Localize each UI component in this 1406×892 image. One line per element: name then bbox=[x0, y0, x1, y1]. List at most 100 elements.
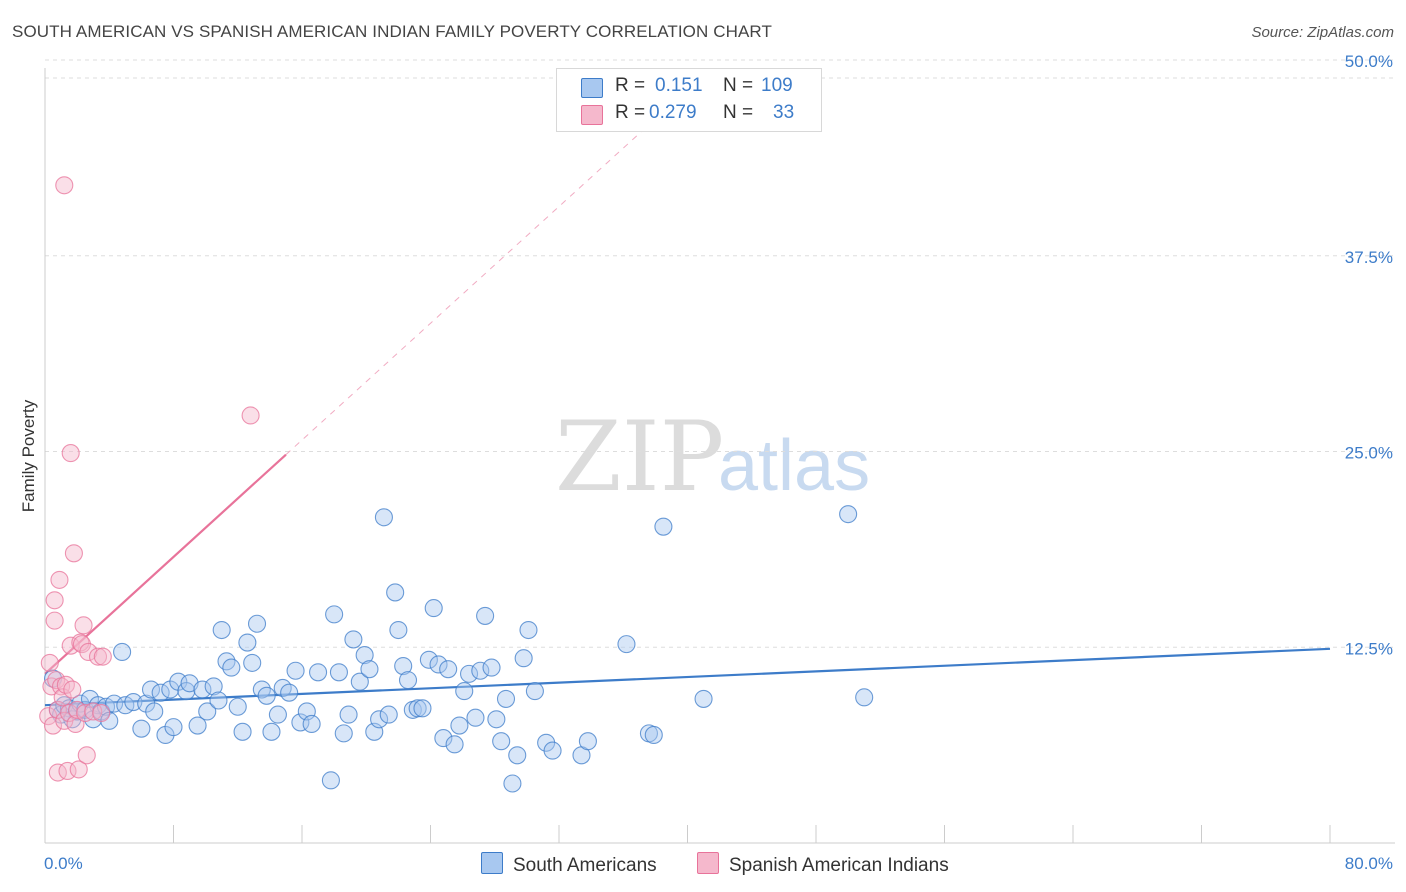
point-south-americans bbox=[132, 719, 151, 738]
point-south-americans bbox=[476, 606, 495, 625]
point-spanish-american-indians bbox=[74, 616, 93, 635]
x-tick-label-min: 0.0% bbox=[44, 854, 83, 873]
point-spanish-american-indians bbox=[61, 636, 80, 655]
point-south-americans bbox=[419, 650, 438, 669]
point-spanish-american-indians bbox=[55, 176, 74, 195]
y-tick-label: 25.0% bbox=[1345, 444, 1393, 463]
legend-n-value: 109 bbox=[761, 75, 793, 96]
legend-n-label: N = bbox=[723, 102, 754, 123]
bottom-legend-south-americans: South Americans bbox=[481, 852, 657, 877]
point-south-americans bbox=[217, 652, 236, 671]
stats-legend: R = 0.151 N = 109 R = 0.279 N = 33 bbox=[556, 68, 822, 132]
point-south-americans bbox=[222, 658, 241, 677]
point-south-americans bbox=[321, 771, 340, 790]
point-south-americans bbox=[471, 661, 490, 680]
point-south-americans bbox=[228, 697, 247, 716]
point-south-americans bbox=[408, 699, 427, 718]
point-south-americans bbox=[280, 683, 299, 702]
point-south-americans bbox=[370, 710, 389, 729]
legend-n-label: N = bbox=[723, 75, 754, 96]
trend-extension-spanish-american-indians bbox=[285, 89, 688, 456]
point-spanish-american-indians bbox=[50, 570, 69, 589]
point-south-americans bbox=[145, 702, 164, 721]
point-spanish-american-indians bbox=[63, 680, 82, 699]
point-spanish-american-indians bbox=[48, 763, 67, 782]
point-south-americans bbox=[329, 663, 348, 682]
point-south-americans bbox=[291, 713, 310, 732]
point-south-americans bbox=[350, 672, 369, 691]
point-south-americans bbox=[617, 635, 636, 654]
legend-r-label: R = bbox=[615, 102, 646, 123]
point-spanish-american-indians bbox=[58, 761, 77, 781]
point-south-americans bbox=[398, 671, 418, 690]
point-south-americans bbox=[302, 714, 321, 734]
point-south-americans bbox=[374, 508, 393, 527]
bottom-legend-swatch-spanish bbox=[697, 852, 719, 874]
point-south-americans bbox=[839, 505, 858, 524]
point-south-americans bbox=[482, 658, 501, 677]
point-south-americans bbox=[487, 710, 506, 729]
point-south-americans bbox=[394, 656, 413, 676]
bottom-legend-spanish-american-indians: Spanish American Indians bbox=[697, 852, 949, 877]
point-south-americans bbox=[459, 664, 479, 683]
point-spanish-american-indians bbox=[241, 406, 260, 425]
point-spanish-american-indians bbox=[45, 591, 64, 610]
point-south-americans bbox=[233, 722, 252, 741]
point-south-americans bbox=[429, 655, 448, 674]
tick-labels: 12.5% 25.0% 37.5% 50.0% 0.0% 80.0% bbox=[44, 52, 1393, 873]
point-south-americans bbox=[164, 718, 183, 737]
point-south-americans bbox=[355, 646, 374, 665]
watermark-atlas: atlas bbox=[718, 426, 870, 506]
point-south-americans bbox=[325, 605, 344, 624]
axes bbox=[44, 68, 1395, 844]
point-south-americans bbox=[151, 683, 170, 702]
point-south-americans bbox=[257, 686, 276, 705]
point-south-americans bbox=[344, 630, 363, 649]
bottom-legend-label-spanish: Spanish American Indians bbox=[729, 855, 949, 876]
point-south-americans bbox=[694, 689, 713, 708]
point-spanish-american-indians bbox=[42, 677, 61, 696]
point-south-americans bbox=[334, 724, 353, 743]
bottom-legend-label-south: South Americans bbox=[513, 855, 657, 876]
legend-swatch-spanish-american-indians bbox=[581, 105, 603, 125]
point-south-americans bbox=[654, 517, 673, 536]
point-south-americans bbox=[268, 705, 287, 724]
point-spanish-american-indians bbox=[64, 544, 83, 563]
point-spanish-american-indians bbox=[79, 642, 98, 661]
point-south-americans bbox=[519, 620, 538, 640]
point-south-americans bbox=[286, 661, 305, 680]
point-south-americans bbox=[113, 642, 132, 661]
point-south-americans bbox=[212, 620, 231, 640]
point-spanish-american-indians bbox=[61, 444, 80, 463]
data-points bbox=[39, 176, 874, 793]
point-south-americans bbox=[247, 614, 267, 633]
point-south-americans bbox=[578, 732, 597, 751]
trend-line-spanish-american-indians bbox=[44, 453, 287, 675]
point-south-americans bbox=[525, 682, 544, 701]
point-south-americans bbox=[508, 746, 527, 765]
point-spanish-american-indians bbox=[47, 671, 66, 690]
point-south-americans bbox=[309, 663, 328, 682]
point-south-americans bbox=[209, 691, 228, 710]
watermark-zip: ZIP bbox=[555, 401, 724, 513]
point-south-americans bbox=[238, 633, 257, 652]
point-south-americans bbox=[193, 680, 212, 699]
grid-lines bbox=[45, 59, 1395, 648]
point-south-americans bbox=[204, 677, 223, 696]
point-south-americans bbox=[243, 653, 262, 672]
point-south-americans bbox=[389, 620, 408, 640]
point-south-americans bbox=[543, 741, 562, 760]
point-south-americans bbox=[450, 716, 469, 735]
point-spanish-american-indians bbox=[69, 760, 88, 779]
point-south-americans bbox=[466, 708, 485, 727]
point-south-americans bbox=[439, 660, 458, 679]
chart-title: SOUTH AMERICAN VS SPANISH AMERICAN INDIA… bbox=[12, 22, 772, 41]
point-south-americans bbox=[514, 649, 533, 668]
point-south-americans bbox=[424, 599, 443, 618]
point-south-americans bbox=[386, 583, 405, 602]
point-spanish-american-indians bbox=[88, 647, 108, 666]
legend-swatch-south-americans bbox=[581, 78, 603, 98]
point-south-americans bbox=[105, 694, 124, 713]
point-south-americans bbox=[252, 680, 271, 699]
